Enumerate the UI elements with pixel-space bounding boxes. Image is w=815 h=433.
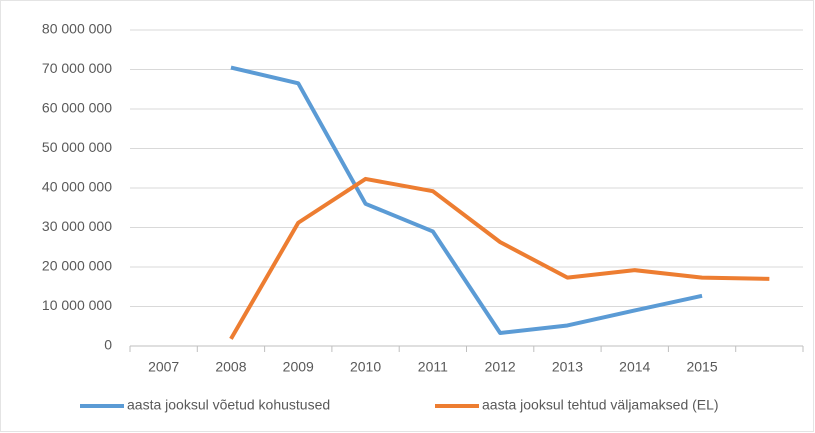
y-tick-label: 0: [104, 337, 112, 353]
x-tick-label: 2010: [350, 359, 381, 375]
y-tick-label: 50 000 000: [42, 139, 112, 155]
y-tick-label: 40 000 000: [42, 179, 112, 195]
x-tick-label: 2014: [619, 359, 650, 375]
legend-label: aasta jooksul tehtud väljamaksed (EL): [482, 397, 719, 413]
y-tick-label: 70 000 000: [42, 60, 112, 76]
x-tick-label: 2013: [552, 359, 583, 375]
y-tick-label: 30 000 000: [42, 218, 112, 234]
data-line: [229, 176, 770, 340]
x-tick-label: 2008: [215, 359, 246, 375]
x-tick-label: 2007: [148, 359, 179, 375]
data-line: [230, 65, 703, 335]
y-tick-label: 10 000 000: [42, 297, 112, 313]
x-tick-label: 2015: [686, 359, 717, 375]
y-tick-label: 20 000 000: [42, 258, 112, 274]
y-tick-label: 80 000 000: [42, 21, 112, 37]
x-tick-label: 2011: [418, 359, 448, 375]
y-tick-label: 60 000 000: [42, 100, 112, 116]
x-tick-label: 2009: [283, 359, 314, 375]
legend-label: aasta jooksul võetud kohustused: [127, 397, 330, 413]
x-tick-label: 2012: [485, 359, 516, 375]
